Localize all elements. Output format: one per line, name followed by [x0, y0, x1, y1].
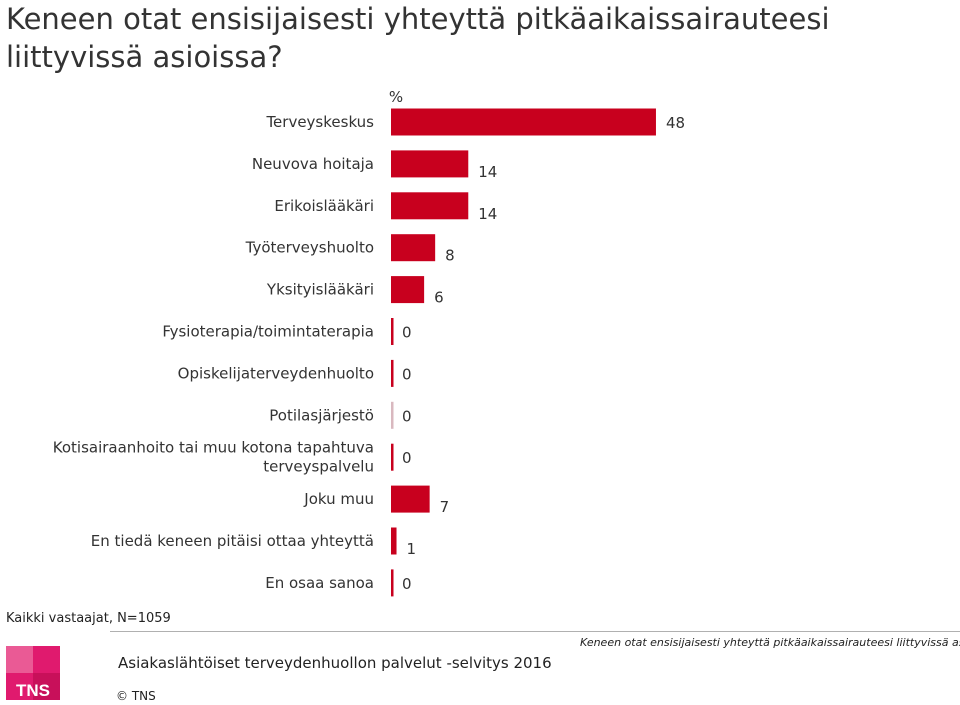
value-label: 6	[434, 289, 444, 307]
copyright: © TNS	[116, 689, 156, 703]
value-label: 0	[402, 365, 412, 383]
value-label: 1	[407, 540, 417, 558]
bar	[391, 527, 397, 555]
category-label: Neuvova hoitaja	[252, 155, 374, 173]
category-label: En tiedä keneen pitäisi ottaa yhteyttä	[91, 532, 374, 550]
footer-question: Keneen otat ensisijaisesti yhteyttä pitk…	[580, 636, 960, 649]
value-label: 14	[478, 205, 497, 223]
bar	[391, 443, 394, 471]
category-label: Työterveyshuolto	[245, 239, 374, 257]
category-label: Yksityislääkäri	[266, 281, 374, 299]
bar-chart: % Terveyskeskus 48 Neuvova hoitaja 14 Erikois…	[53, 88, 685, 597]
survey-name: Asiakaslähtöiset terveydenhuollon palvel…	[118, 654, 552, 672]
bar	[391, 192, 469, 220]
value-label: 0	[402, 575, 412, 593]
category-label: Kotisairaanhoito tai muu kotona tapahtuv…	[53, 439, 374, 476]
category-label: Erikoislääkäri	[274, 197, 374, 215]
value-label: 8	[445, 247, 455, 265]
bar	[391, 150, 469, 178]
chart-title: Keneen otat ensisijaisesti yhteyttä pitk…	[6, 2, 830, 74]
value-label: 48	[666, 114, 685, 132]
category-label: Potilasjärjestö	[269, 406, 374, 424]
value-label: 0	[402, 449, 412, 467]
bar	[391, 276, 425, 304]
bar	[391, 359, 394, 387]
value-label: 14	[478, 163, 497, 181]
category-label: En osaa sanoa	[265, 574, 374, 592]
value-label: 0	[402, 324, 412, 342]
logo-text: TNS	[16, 681, 50, 700]
bar	[391, 108, 656, 136]
unit-label: %	[389, 88, 403, 106]
value-label: 7	[440, 498, 450, 516]
category-label: Joku muu	[303, 490, 374, 508]
value-label: 0	[402, 407, 412, 425]
bar	[391, 318, 394, 345]
category-label: Terveyskeskus	[265, 113, 374, 131]
base-note: Kaikki vastaajat, N=1059	[6, 611, 171, 626]
bar	[391, 485, 430, 513]
category-label: Opiskelijaterveydenhuolto	[178, 364, 374, 382]
footer-divider	[110, 631, 960, 632]
bar	[391, 401, 394, 429]
bar	[391, 569, 394, 597]
tns-logo: TNS	[6, 646, 60, 700]
category-label: Fysioterapia/toimintaterapia	[162, 323, 374, 341]
bar	[391, 234, 436, 262]
